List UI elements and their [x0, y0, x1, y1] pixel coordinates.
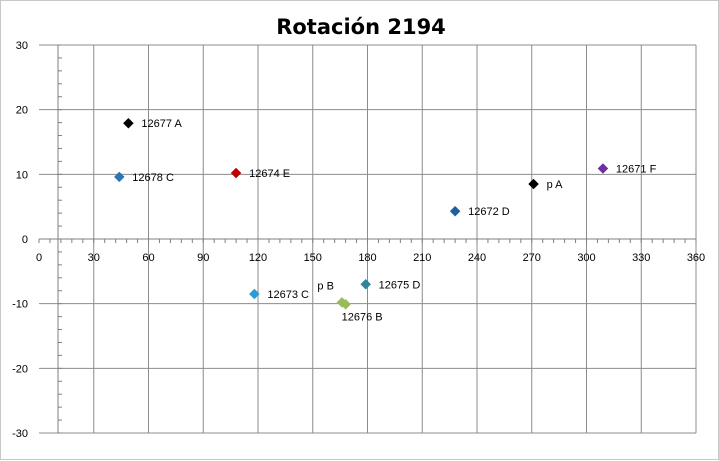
data-point-marker — [449, 205, 461, 217]
data-point: 12672 D — [449, 205, 510, 218]
data-point-marker — [340, 298, 351, 310]
data-point-marker — [113, 171, 125, 183]
data-point-label: 12678 C — [132, 172, 174, 184]
data-point-marker — [597, 163, 609, 174]
y-tick-label: -20 — [12, 363, 28, 375]
data-point: 12676 B — [340, 298, 383, 323]
data-point-marker — [123, 117, 134, 129]
x-tick-label: 90 — [197, 252, 209, 264]
data-point-marker — [528, 178, 539, 190]
y-tick-label: 30 — [16, 40, 28, 52]
data-point-marker — [248, 288, 260, 300]
data-point-marker — [360, 278, 372, 290]
x-tick-label: 120 — [249, 252, 267, 264]
y-tick-label: 20 — [16, 105, 28, 117]
data-point-label: 12672 D — [468, 206, 510, 218]
data-point: 12671 F — [597, 163, 657, 176]
x-tick-label: 300 — [577, 252, 595, 264]
x-tick-label: 240 — [468, 252, 486, 264]
data-point-label: 12671 F — [616, 164, 657, 176]
data-point: 12675 D — [360, 278, 421, 291]
data-point: 12677 A — [123, 117, 182, 130]
x-tick-label: 270 — [523, 252, 541, 264]
data-point-label: 12675 D — [379, 279, 421, 291]
data-point: p A — [528, 178, 564, 191]
y-tick-label: 0 — [22, 234, 28, 246]
grid-lines — [39, 44, 697, 434]
x-tick-label: 60 — [142, 252, 154, 264]
data-point-label: p A — [547, 179, 564, 191]
x-tick-label: 180 — [358, 252, 376, 264]
x-tick-label: 210 — [413, 252, 431, 264]
x-tick-label: 150 — [304, 252, 322, 264]
data-point: 12678 C — [113, 171, 174, 184]
data-point: 12674 E — [230, 167, 290, 180]
y-tick-label: 10 — [16, 169, 28, 181]
x-tick-label: 0 — [36, 252, 42, 264]
x-tick-label: 330 — [632, 252, 650, 264]
data-point-label: 12676 B — [342, 311, 383, 323]
data-point: 12673 C — [248, 288, 309, 301]
x-tick-label: 360 — [687, 252, 705, 264]
data-point-marker — [230, 167, 242, 179]
data-point-label: 12674 E — [249, 168, 290, 180]
x-tick-label: 30 — [88, 252, 100, 264]
data-point-label: p B — [317, 280, 334, 292]
y-tick-label: -30 — [12, 428, 28, 440]
data-point-label: 12673 C — [267, 289, 309, 301]
data-point-label: 12677 A — [141, 118, 182, 130]
tick-labels: 0 30 60 90 120 150 180 210 240 270 300 330 360-30-20… — [12, 40, 705, 440]
data-points: 12677 A 12678 C 12674 E 12673 C 12675 D p B 12… — [113, 117, 657, 323]
y-tick-label: -10 — [12, 299, 28, 311]
axes — [38, 44, 697, 434]
chart-title: Rotación 2194 — [276, 15, 446, 39]
